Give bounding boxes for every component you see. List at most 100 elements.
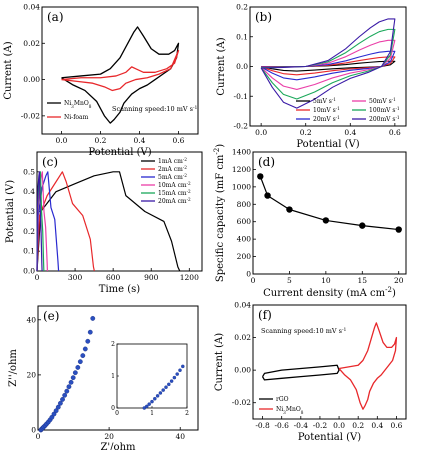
x-tick-label: 10 <box>321 276 331 285</box>
y-tick-label: 1200 <box>232 165 251 174</box>
x-tick-label: 0.0 <box>56 136 68 145</box>
x-tick-label: -0.8 <box>255 421 270 430</box>
inset-data-point <box>153 396 157 401</box>
inset-data-point <box>172 375 177 380</box>
y-tick-label: 1000 <box>232 182 251 191</box>
y-axis-label: Potential (V) <box>5 180 16 243</box>
series-line-1 <box>338 322 398 410</box>
legend-entry: 10mV s-1 <box>313 106 340 115</box>
x-tick-label: 0.4 <box>371 421 383 430</box>
series-line-1 <box>61 49 180 92</box>
y-tick-label: 400 <box>237 235 252 244</box>
data-point <box>72 370 78 376</box>
inset-data-point <box>181 364 185 369</box>
plot-frame <box>37 305 199 431</box>
data-point <box>62 392 68 398</box>
x-axis-label: Current density (mA cm-2) <box>263 286 396 299</box>
x-tick-label: 20 <box>104 432 114 441</box>
y-tick-label: 0.1 <box>236 32 248 41</box>
x-tick-label: 300 <box>68 273 83 282</box>
y-tick-label: 40 <box>26 315 36 324</box>
x-tick-label: 0.4 <box>134 136 146 145</box>
data-point <box>264 192 271 199</box>
y-tick-label: 0 <box>246 270 251 279</box>
y-tick-label: 0.2 <box>236 3 248 12</box>
legend-entry: 20mV s-1 <box>313 115 340 124</box>
x-tick-label: 5 <box>287 276 292 285</box>
data-point <box>60 397 65 402</box>
data-point <box>51 411 57 417</box>
legend-entry: 200mV s-1 <box>369 115 400 124</box>
y-tick-label: 1400 <box>232 148 251 157</box>
x-tick-label: 0.4 <box>344 128 356 137</box>
y-axis-label: Z''/ohm <box>8 349 19 387</box>
y-tick-label: 0.5 <box>23 167 35 176</box>
inset-data-point <box>169 379 174 383</box>
legend-entry: 20mA cm-2 <box>158 197 191 206</box>
inset-data-point <box>147 402 151 406</box>
data-point <box>395 226 402 233</box>
legend-entry: Ni-foam <box>64 114 89 121</box>
series-line-0 <box>261 60 396 72</box>
x-tick-label: 0 <box>36 432 41 441</box>
y-tick-label: 0.2 <box>23 227 35 236</box>
data-point <box>77 359 83 365</box>
legend-entry: 1mA cm-2 <box>158 157 187 166</box>
inset-frame <box>116 343 188 409</box>
x-tick-label: 1200 <box>180 273 199 282</box>
y-tick-label: -0.1 <box>234 92 248 101</box>
y-axis-label: Specific capacity (mF cm-2) <box>213 144 226 282</box>
x-tick-label: -0.4 <box>294 421 309 430</box>
data-point <box>359 222 366 229</box>
data-point <box>87 329 93 335</box>
data-point <box>82 346 88 352</box>
legend-entry: Ni3MnO8 <box>276 406 304 415</box>
legend-entry: 10mA cm-2 <box>158 181 191 190</box>
y-tick-label: -0.2 <box>234 122 249 131</box>
data-point <box>66 384 72 390</box>
panel-label: (b) <box>255 10 272 24</box>
data-point <box>286 206 293 213</box>
data-point <box>49 414 55 420</box>
x-tick-label: 0.2 <box>95 136 107 145</box>
series-line-0 <box>36 171 181 272</box>
x-tick-label: 0 <box>251 276 256 285</box>
x-axis-label: Time (s) <box>99 284 140 295</box>
x-tick-label: 40 <box>175 432 185 441</box>
legend-entry: rGO <box>276 396 289 403</box>
data-point <box>68 379 74 385</box>
plot-frame <box>41 6 199 135</box>
data-point <box>75 365 81 370</box>
series-line-5 <box>260 18 396 109</box>
x-tick-label: 0.6 <box>390 421 402 430</box>
inset-data-point <box>155 394 160 398</box>
annotation: Scanning speed:10 mV s-1 <box>261 327 347 336</box>
y-axis-label: Current (A) <box>3 41 14 99</box>
inset-y-tick-label: 2 <box>111 341 115 348</box>
data-point <box>64 388 70 394</box>
y-tick-label: 0.02 <box>234 333 251 342</box>
series-line-3 <box>260 39 396 90</box>
data-point <box>70 375 76 381</box>
legend-entry: 5mA cm-2 <box>158 173 187 182</box>
y-tick-label: 0.3 <box>23 207 35 216</box>
panel-label: (c) <box>42 155 58 169</box>
inset-plot: 0 1 2 0 1 2 <box>111 341 189 417</box>
y-tick-label: 0.0 <box>236 62 248 71</box>
x-axis-label: Z'/ohm <box>100 442 136 450</box>
x-tick-label: 900 <box>144 273 159 282</box>
legend-entry: 50mV s-1 <box>369 97 396 106</box>
y-tick-label: 0.04 <box>234 301 251 310</box>
x-axis-label: Potential (V) <box>298 432 361 443</box>
y-tick-label: -0.02 <box>21 111 40 120</box>
y-tick-label: 0.4 <box>23 187 35 196</box>
legend-entry: 100mV s-1 <box>369 106 400 115</box>
panel-d: 0 5 10 15 200200400600800100012001400Current… <box>213 144 407 299</box>
x-tick-label: 0.0 <box>255 128 267 137</box>
data-point <box>257 173 264 180</box>
y-axis-label: Current (A) <box>216 37 227 95</box>
series-line-1 <box>36 171 95 272</box>
data-point <box>90 315 96 321</box>
